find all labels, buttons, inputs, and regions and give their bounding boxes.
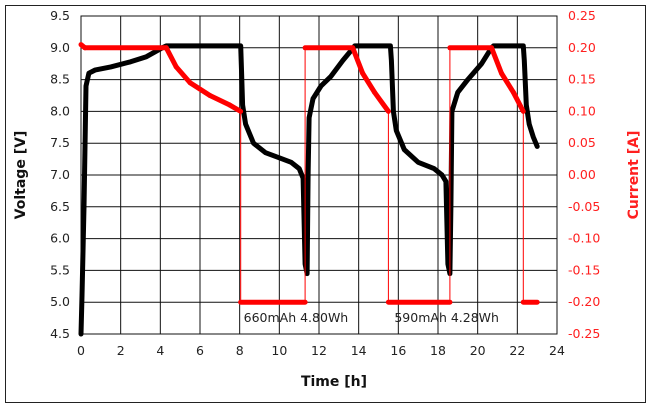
- x-tick-label: 12: [311, 343, 327, 358]
- y2-tick-label: 0.20: [568, 40, 596, 55]
- chart-frame: [5, 5, 646, 403]
- y2-tick-label: 0.15: [568, 72, 596, 87]
- y-tick-label: 6.5: [50, 199, 70, 214]
- current-segment: [207, 93, 233, 108]
- x-axis-title: Time [h]: [301, 374, 367, 390]
- current-segment: [489, 45, 504, 76]
- y2-tick-label: -0.25: [568, 326, 600, 341]
- x-tick-label: 4: [156, 343, 164, 358]
- y-tick-label: 4.5: [50, 326, 70, 341]
- x-tick-label: 2: [117, 343, 125, 358]
- y-tick-label: 9.0: [50, 40, 70, 55]
- tick-labels: 0 2 4 6 8 10 12 14 16 18 20 22 244.55.05.56.06.57.07…: [50, 8, 600, 358]
- y-tick-label: 9.5: [50, 8, 70, 23]
- x-tick-label: 6: [196, 343, 204, 358]
- x-tick-label: 14: [351, 343, 367, 358]
- y2-tick-label: 0.10: [568, 103, 596, 118]
- x-tick-label: 24: [549, 343, 565, 358]
- y2-tick-label: 0.00: [568, 167, 596, 182]
- x-tick-label: 20: [470, 343, 486, 358]
- current-segment: [510, 89, 526, 114]
- grid: [80, 15, 558, 335]
- y2-tick-label: -0.15: [568, 262, 600, 277]
- x-tick-label: 8: [236, 343, 244, 358]
- voltage-line: [78, 43, 540, 337]
- x-tick-label: 18: [430, 343, 446, 358]
- y2-tick-label: 0.25: [568, 8, 596, 23]
- x-tick-label: 22: [509, 343, 525, 358]
- capacity-annotation: 660mAh 4.80Wh: [244, 310, 349, 325]
- x-tick-label: 0: [77, 343, 85, 358]
- current-segment: [187, 80, 213, 98]
- series-marks: [78, 42, 540, 337]
- current-segment: [227, 102, 244, 114]
- y-tick-label: 6.0: [50, 231, 70, 246]
- y2-tick-label: -0.20: [568, 294, 600, 309]
- capacity-annotation: 590mAh 4.28Wh: [394, 310, 499, 325]
- current-segment: [498, 70, 516, 95]
- y2-axis-title: Current [A]: [626, 131, 642, 220]
- current-segment: [163, 45, 179, 70]
- x-tick-label: 10: [271, 343, 287, 358]
- y-tick-label: 7.0: [50, 167, 70, 182]
- y2-tick-label: 0.05: [568, 135, 596, 150]
- y-tick-label: 8.5: [50, 72, 70, 87]
- y2-tick-label: -0.05: [568, 199, 600, 214]
- current-segment: [350, 45, 366, 76]
- y-tick-label: 7.5: [50, 135, 70, 150]
- y-axis-title: Voltage [V]: [13, 131, 29, 220]
- current-segment: [173, 64, 193, 86]
- x-tick-label: 16: [390, 343, 406, 358]
- y-tick-label: 8.0: [50, 103, 70, 118]
- plot-area-border: [80, 15, 558, 335]
- current-segment: [372, 89, 391, 114]
- y-tick-label: 5.0: [50, 294, 70, 309]
- y-tick-label: 5.5: [50, 262, 70, 277]
- y2-tick-label: -0.10: [568, 231, 600, 246]
- current-segment: [360, 70, 378, 95]
